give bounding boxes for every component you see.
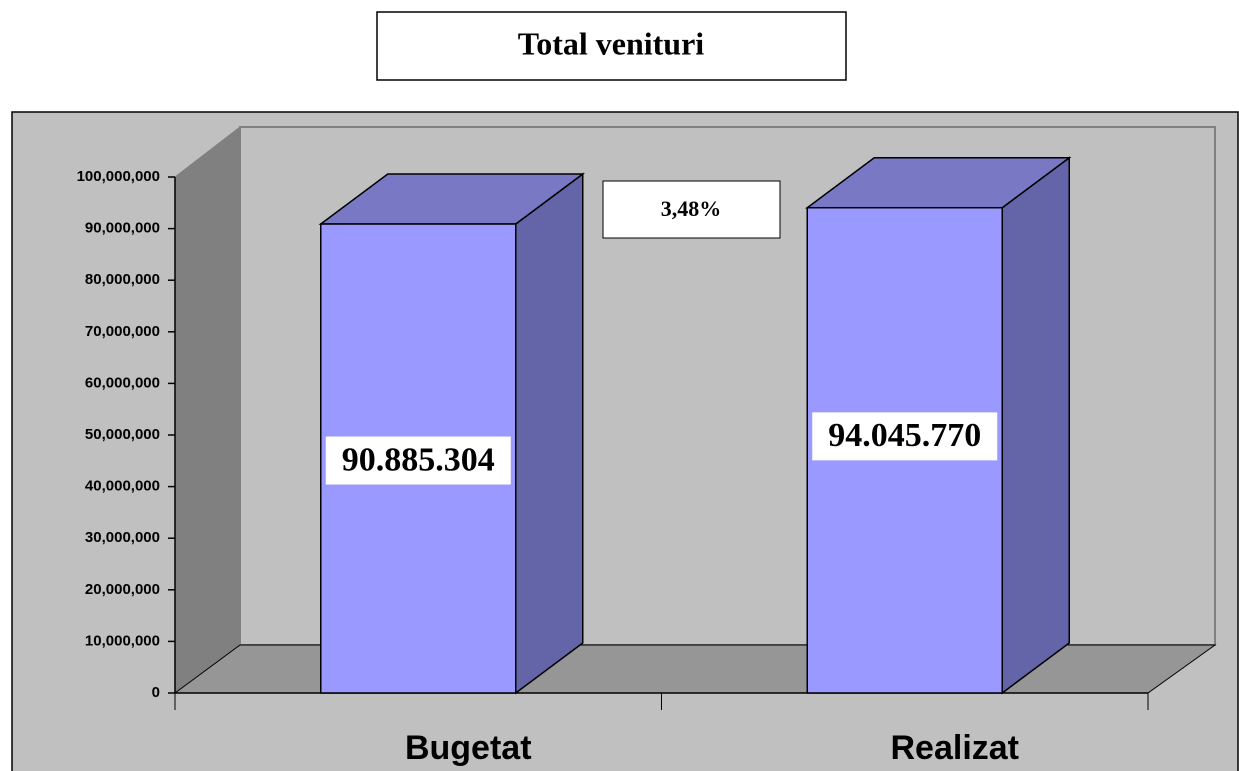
- y-tick-label: 30,000,000: [85, 529, 160, 546]
- y-tick-label: 80,000,000: [85, 271, 160, 288]
- chart-title: Total venituri: [518, 25, 705, 61]
- y-tick-label: 50,000,000: [85, 426, 160, 443]
- y-tick-label: 20,000,000: [85, 581, 160, 598]
- value-label: 90.885.304: [342, 441, 495, 478]
- y-tick-label: 60,000,000: [85, 374, 160, 391]
- value-label-box: [325, 436, 511, 485]
- y-tick-label: 10,000,000: [85, 632, 160, 649]
- x-tick-label: Bugetat: [405, 729, 532, 767]
- annotation-box: [602, 180, 781, 239]
- annotation: 3,48%: [661, 196, 722, 221]
- y-tick-label: 40,000,000: [85, 478, 160, 495]
- y-tick-label: 100,000,000: [77, 168, 160, 185]
- bar-side: [515, 172, 584, 695]
- side-wall: [174, 125, 241, 694]
- y-tick-label: 70,000,000: [85, 323, 160, 340]
- value-label: 94.045.770: [828, 417, 981, 454]
- y-tick-label: 90,000,000: [85, 220, 160, 237]
- bar-side: [1001, 156, 1070, 695]
- value-label-box: [812, 412, 998, 461]
- title-box: [376, 11, 847, 81]
- x-tick-label: Realizat: [891, 729, 1020, 767]
- y-tick-label: 0: [152, 684, 160, 701]
